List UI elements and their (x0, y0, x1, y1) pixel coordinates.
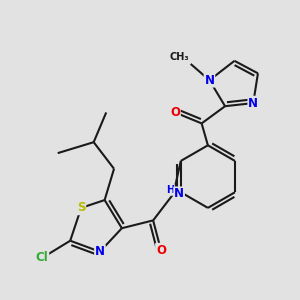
Text: N: N (204, 74, 214, 87)
Text: O: O (170, 106, 180, 119)
Text: S: S (77, 201, 85, 214)
Text: Cl: Cl (36, 251, 48, 264)
Text: O: O (156, 244, 166, 256)
Text: N: N (174, 187, 184, 200)
Text: H: H (166, 185, 174, 195)
Text: N: N (248, 97, 258, 110)
Text: CH₃: CH₃ (169, 52, 189, 62)
Text: N: N (95, 245, 105, 258)
